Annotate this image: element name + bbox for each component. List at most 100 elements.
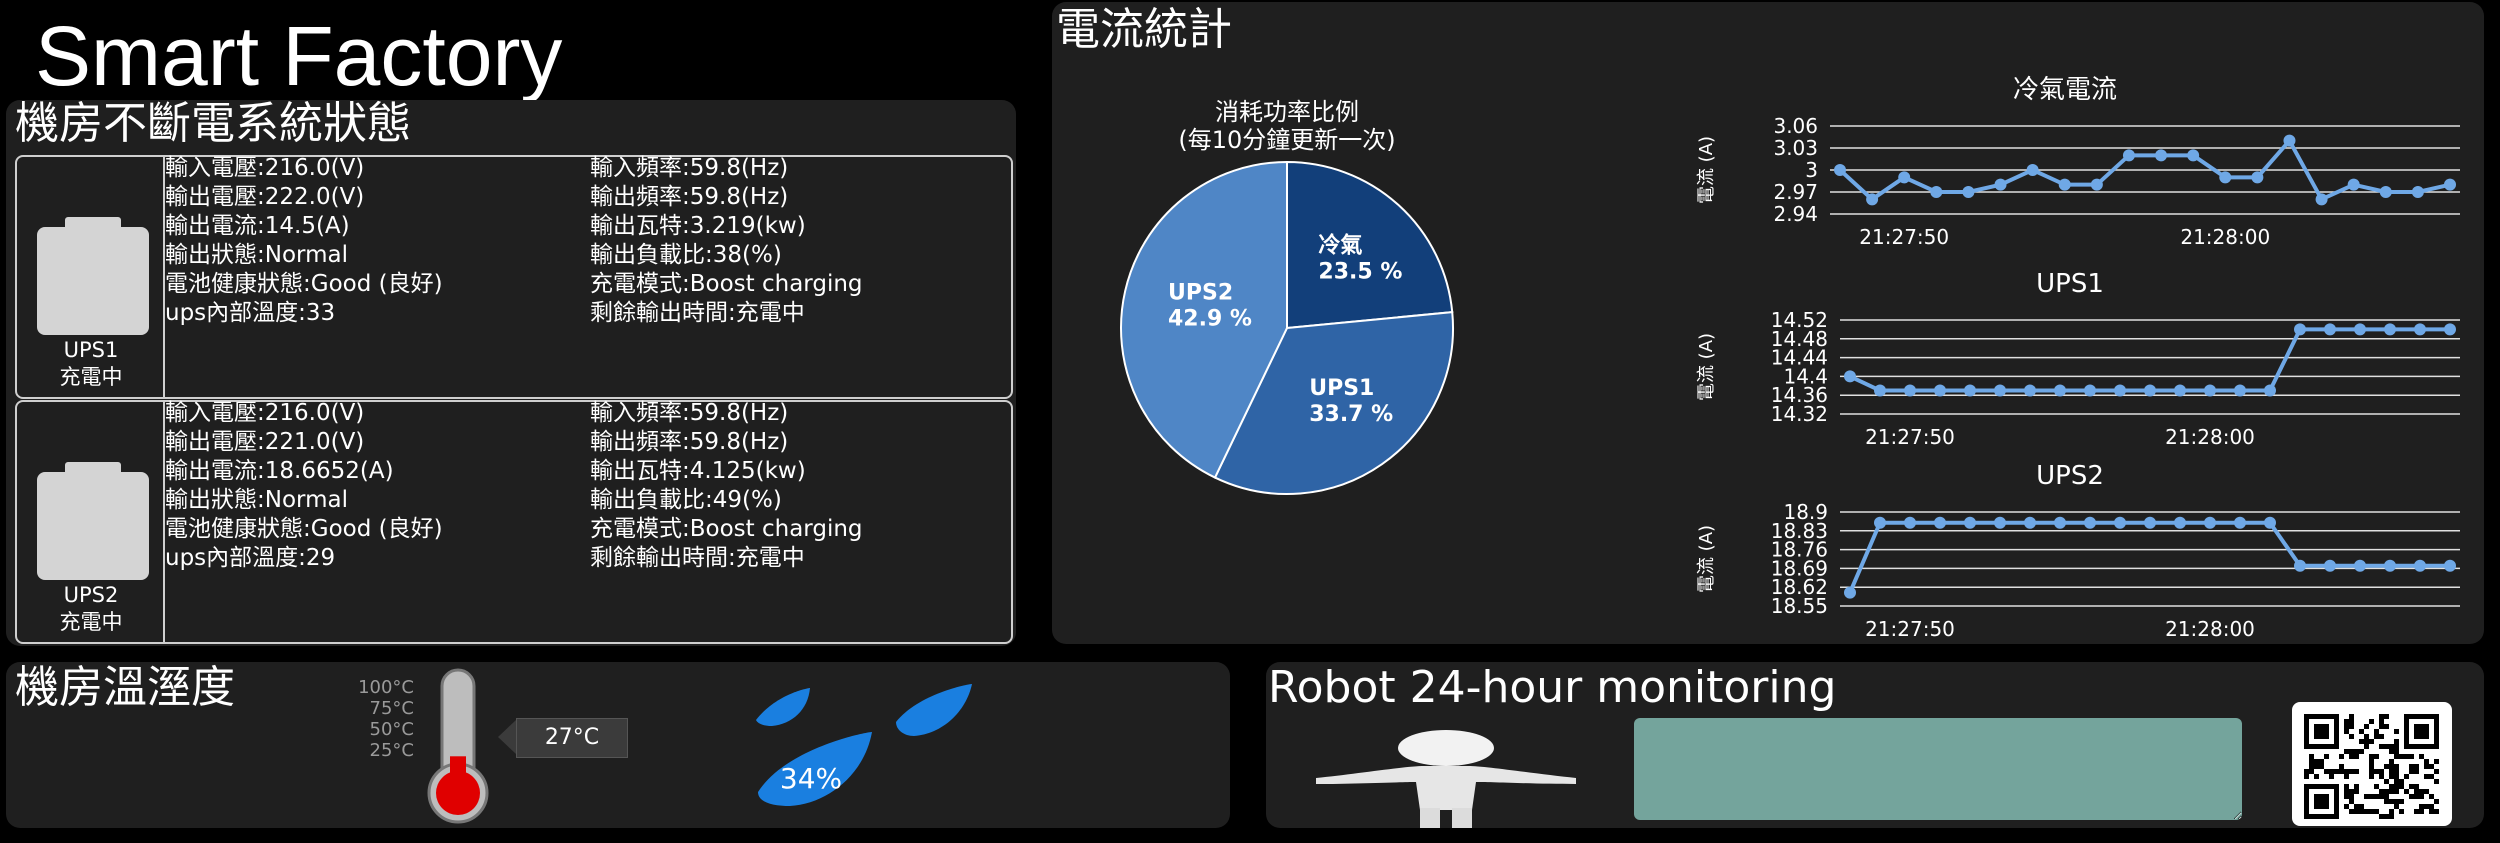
data-point bbox=[2384, 559, 2396, 572]
qr-module bbox=[2354, 754, 2359, 759]
qr-module bbox=[2394, 744, 2399, 749]
ups2-input-voltage: 輸入電壓:216.0(V) bbox=[165, 400, 365, 426]
qr-module bbox=[2359, 804, 2364, 809]
qr-module bbox=[2409, 754, 2414, 759]
y-tick-label: 14.48 bbox=[1771, 327, 1828, 351]
qr-module bbox=[2394, 754, 2399, 759]
data-point bbox=[2219, 171, 2232, 184]
data-point bbox=[2187, 149, 2200, 162]
ups1-input-voltage: 輸入電壓:216.0(V) bbox=[165, 155, 365, 181]
ups2-output-frequency: 輸出頻率:59.8(Hz) bbox=[590, 429, 789, 455]
data-point bbox=[2294, 323, 2306, 336]
qr-module bbox=[2364, 794, 2369, 799]
qr-module bbox=[2349, 714, 2354, 719]
qr-module bbox=[2419, 789, 2424, 794]
data-point bbox=[2026, 164, 2039, 176]
droplet-icon-medium bbox=[896, 684, 972, 736]
data-point bbox=[2354, 323, 2366, 336]
qr-module bbox=[2349, 789, 2354, 794]
data-point bbox=[1834, 164, 1846, 176]
qr-module bbox=[2394, 784, 2399, 789]
qr-module bbox=[2369, 754, 2374, 759]
temp-panel-title: 機房溫溼度 bbox=[15, 662, 235, 713]
qr-module bbox=[2309, 754, 2314, 759]
robot-log-textarea[interactable] bbox=[1634, 718, 2242, 820]
pie-value-label: 23.5 % bbox=[1318, 259, 1402, 284]
qr-module bbox=[2349, 749, 2354, 754]
ups2-output-status: 輸出狀態:Normal bbox=[165, 487, 348, 513]
current-panel-title: 電流統計 bbox=[1056, 4, 1232, 55]
robot-right-leg bbox=[1452, 808, 1472, 828]
qr-module bbox=[2344, 784, 2349, 789]
ups1-output-frequency: 輸出頻率:59.8(Hz) bbox=[590, 184, 789, 210]
data-point bbox=[1934, 384, 1946, 397]
qr-module bbox=[2394, 739, 2399, 744]
qr-module bbox=[2349, 769, 2354, 774]
ups1-internal-temp: ups內部溫度:33 bbox=[165, 300, 336, 326]
qr-module bbox=[2319, 764, 2324, 769]
qr-module bbox=[2344, 804, 2349, 809]
data-point bbox=[1904, 516, 1916, 529]
thermo-scale-25: 25°C bbox=[369, 740, 414, 761]
qr-module bbox=[2374, 794, 2379, 799]
data-point bbox=[2414, 559, 2426, 572]
qr-module bbox=[2349, 794, 2354, 799]
qr-module bbox=[2409, 764, 2414, 769]
qr-module bbox=[2379, 724, 2384, 729]
ups1-remaining-time: 剩餘輸出時間:充電中 bbox=[590, 300, 805, 326]
qr-module bbox=[2344, 719, 2349, 724]
qr-module bbox=[2384, 764, 2389, 769]
y-tick-label: 18.55 bbox=[1771, 594, 1828, 618]
y-tick-label: 14.32 bbox=[1771, 402, 1828, 426]
x-tick-label: 21:28:00 bbox=[2165, 617, 2255, 641]
qr-module bbox=[2379, 734, 2384, 739]
qr-module bbox=[2394, 804, 2399, 809]
data-point bbox=[1934, 516, 1946, 529]
qr-module bbox=[2349, 799, 2354, 804]
qr-module bbox=[2429, 809, 2434, 814]
ups2-charge-state: 充電中 bbox=[59, 610, 123, 634]
qr-module bbox=[2434, 799, 2439, 804]
data-point bbox=[1994, 516, 2006, 529]
qr-module bbox=[2304, 769, 2309, 774]
qr-module bbox=[2379, 744, 2384, 749]
data-point bbox=[2379, 186, 2392, 198]
qr-module bbox=[2394, 729, 2399, 734]
qr-module bbox=[2414, 764, 2419, 769]
qr-module bbox=[2389, 749, 2394, 754]
qr-module bbox=[2424, 789, 2429, 794]
qr-module bbox=[2434, 759, 2439, 764]
qr-module bbox=[2349, 719, 2354, 724]
droplet-icon-large bbox=[758, 732, 872, 806]
qr-code-icon[interactable] bbox=[2292, 702, 2452, 826]
data-point bbox=[2024, 516, 2036, 529]
data-point bbox=[1874, 384, 1886, 397]
ups2-input-frequency: 輸入頻率:59.8(Hz) bbox=[590, 400, 789, 426]
qr-module bbox=[2374, 734, 2379, 739]
qr-module bbox=[2379, 774, 2384, 779]
data-point bbox=[2234, 384, 2246, 397]
line-chart-title: UPS1 bbox=[2036, 269, 2104, 299]
ups2-output-current: 輸出電流:18.6652(A) bbox=[165, 458, 394, 484]
qr-module bbox=[2394, 769, 2399, 774]
qr-module bbox=[2414, 794, 2419, 799]
app-title: Smart Factory bbox=[35, 9, 563, 103]
data-point bbox=[1898, 171, 1911, 184]
data-point bbox=[1844, 370, 1856, 383]
battery-icon-cap bbox=[65, 217, 121, 227]
y-tick-label: 2.97 bbox=[1773, 180, 1818, 204]
ups1-output-watts: 輸出瓦特:3.219(kw) bbox=[590, 213, 806, 239]
temperature-readout: 27°C bbox=[516, 718, 628, 758]
ups-status-panel: 機房不斷電系統狀態 bbox=[6, 98, 1016, 646]
qr-module bbox=[2374, 729, 2379, 734]
qr-module bbox=[2389, 809, 2394, 814]
qr-module bbox=[2339, 769, 2344, 774]
pie-label: UPS2 bbox=[1168, 281, 1233, 306]
qr-module bbox=[2379, 789, 2384, 794]
data-point bbox=[1962, 186, 1975, 198]
qr-module bbox=[2374, 809, 2379, 814]
ups1-icon-column: UPS1 充電中 bbox=[17, 157, 165, 397]
y-tick-label: 3 bbox=[1805, 158, 1818, 182]
y-tick-label: 18.83 bbox=[1771, 519, 1828, 543]
